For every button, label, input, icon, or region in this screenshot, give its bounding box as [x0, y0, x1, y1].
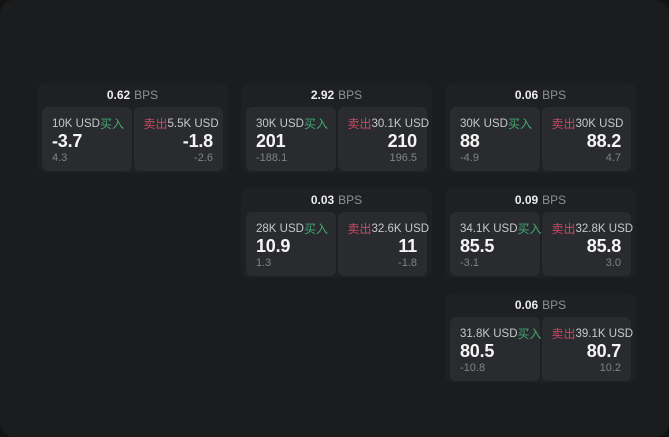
sell-panel[interactable]: 卖出 30K USD 88.2 4.7: [541, 107, 631, 171]
sell-tag: 卖出: [347, 222, 372, 236]
sell-sub-value: -1.8: [398, 256, 417, 269]
quote-card: 2.92 BPS 30K USD 买入 201 -188.1 卖出 30.1K …: [241, 83, 432, 173]
sell-price: 11: [398, 236, 417, 256]
card-header: 0.06 BPS: [445, 293, 636, 317]
sell-panel[interactable]: 卖出 30.1K USD 210 196.5: [337, 107, 430, 171]
buy-tag: 买入: [507, 117, 532, 131]
card-body: 30K USD 买入 201 -188.1 卖出 30.1K USD 210 1…: [241, 107, 432, 176]
bps-value: 0.03: [310, 193, 335, 207]
quote-card: 0.06 BPS 30K USD 买入 88 -4.9 卖出 30K USD: [445, 83, 636, 173]
sell-panel[interactable]: 卖出 5.5K USD -1.8 -2.6: [133, 107, 223, 171]
buy-price: 80.5: [460, 341, 495, 361]
sell-sub-value: 4.7: [605, 151, 621, 164]
card-header: 0.06 BPS: [445, 83, 636, 107]
bps-value: 0.06: [514, 88, 539, 102]
quote-card: 0.62 BPS 10K USD 买入 -3.7 4.3 卖出 5.5K USD: [37, 83, 228, 173]
buy-sub-value: 4.3: [52, 151, 68, 164]
sell-price: -1.8: [182, 131, 213, 151]
sell-size-label: 30K USD: [575, 117, 624, 130]
bps-unit: BPS: [338, 193, 363, 207]
bps-unit: BPS: [338, 88, 363, 102]
bps-unit: BPS: [542, 298, 567, 312]
sell-panel[interactable]: 卖出 39.1K USD 80.7 10.2: [541, 317, 634, 381]
quote-card-grid: 0.62 BPS 10K USD 买入 -3.7 4.3 卖出 5.5K USD: [37, 83, 636, 383]
sell-panel[interactable]: 卖出 32.8K USD 85.8 3.0: [541, 212, 634, 276]
buy-price: 10.9: [256, 236, 291, 256]
bps-unit: BPS: [542, 193, 567, 207]
buy-price: 88: [460, 131, 480, 151]
buy-tag: 买入: [517, 327, 542, 341]
quote-card: 0.06 BPS 31.8K USD 买入 80.5 -10.8 卖出 39.1…: [445, 293, 636, 383]
buy-size-label: 28K USD: [256, 222, 304, 235]
buy-sub-value: -4.9: [460, 151, 479, 164]
buy-panel[interactable]: 28K USD 买入 10.9 1.3: [246, 212, 336, 276]
card-body: 30K USD 买入 88 -4.9 卖出 30K USD 88.2 4.7: [445, 107, 636, 176]
sell-sub-value: 196.5: [389, 151, 417, 164]
buy-tag: 买入: [303, 117, 328, 131]
sell-price: 210: [387, 131, 418, 151]
card-header: 0.09 BPS: [445, 188, 636, 212]
sell-size-label: 39.1K USD: [575, 327, 634, 340]
buy-size-label: 30K USD: [460, 117, 508, 130]
bps-unit: BPS: [542, 88, 567, 102]
bps-unit: BPS: [134, 88, 159, 102]
sell-size-label: 5.5K USD: [167, 117, 219, 130]
sell-price: 80.7: [586, 341, 621, 361]
sell-size-label: 32.8K USD: [575, 222, 634, 235]
card-body: 31.8K USD 买入 80.5 -10.8 卖出 39.1K USD 80.…: [445, 317, 636, 386]
card-header: 0.62 BPS: [37, 83, 228, 107]
bps-value: 0.62: [106, 88, 131, 102]
card-body: 10K USD 买入 -3.7 4.3 卖出 5.5K USD -1.8 -2.…: [37, 107, 228, 176]
buy-size-label: 34.1K USD: [460, 222, 518, 235]
sell-tag: 卖出: [347, 117, 372, 131]
sell-sub-value: -2.6: [194, 151, 213, 164]
buy-panel[interactable]: 34.1K USD 买入 85.5 -3.1: [450, 212, 542, 276]
card-header: 0.03 BPS: [241, 188, 432, 212]
quote-card: 0.09 BPS 34.1K USD 买入 85.5 -3.1 卖出 32.8K…: [445, 188, 636, 278]
quote-card: 0.03 BPS 28K USD 买入 10.9 1.3 卖出 32.6K US…: [241, 188, 432, 278]
buy-sub-value: 1.3: [256, 256, 272, 269]
card-body: 28K USD 买入 10.9 1.3 卖出 32.6K USD 11 -1.8: [241, 212, 432, 281]
buy-size-label: 10K USD: [52, 117, 100, 130]
sell-size-label: 32.6K USD: [371, 222, 430, 235]
bps-value: 0.06: [514, 298, 539, 312]
buy-panel[interactable]: 31.8K USD 买入 80.5 -10.8: [450, 317, 542, 381]
card-body: 34.1K USD 买入 85.5 -3.1 卖出 32.8K USD 85.8…: [445, 212, 636, 281]
sell-tag: 卖出: [551, 327, 576, 341]
bps-value: 0.09: [514, 193, 539, 207]
sell-tag: 卖出: [551, 222, 576, 236]
buy-panel[interactable]: 10K USD 买入 -3.7 4.3: [42, 107, 132, 171]
buy-panel[interactable]: 30K USD 买入 201 -188.1: [246, 107, 336, 171]
buy-sub-value: -3.1: [460, 256, 479, 269]
card-header: 2.92 BPS: [241, 83, 432, 107]
buy-tag: 买入: [99, 117, 124, 131]
buy-tag: 买入: [517, 222, 542, 236]
buy-sub-value: -10.8: [460, 361, 486, 374]
sell-tag: 卖出: [551, 117, 576, 131]
bps-value: 2.92: [310, 88, 335, 102]
sell-price: 88.2: [586, 131, 621, 151]
buy-size-label: 30K USD: [256, 117, 304, 130]
sell-sub-value: 3.0: [605, 256, 621, 269]
buy-price: 201: [256, 131, 286, 151]
sell-panel[interactable]: 卖出 32.6K USD 11 -1.8: [337, 212, 430, 276]
buy-size-label: 31.8K USD: [460, 327, 518, 340]
buy-price: -3.7: [52, 131, 83, 151]
sell-price: 85.8: [586, 236, 621, 256]
buy-price: 85.5: [460, 236, 495, 256]
buy-tag: 买入: [303, 222, 328, 236]
buy-panel[interactable]: 30K USD 买入 88 -4.9: [450, 107, 540, 171]
sell-size-label: 30.1K USD: [371, 117, 430, 130]
buy-sub-value: -188.1: [256, 151, 288, 164]
sell-tag: 卖出: [143, 117, 168, 131]
sell-sub-value: 10.2: [599, 361, 621, 374]
